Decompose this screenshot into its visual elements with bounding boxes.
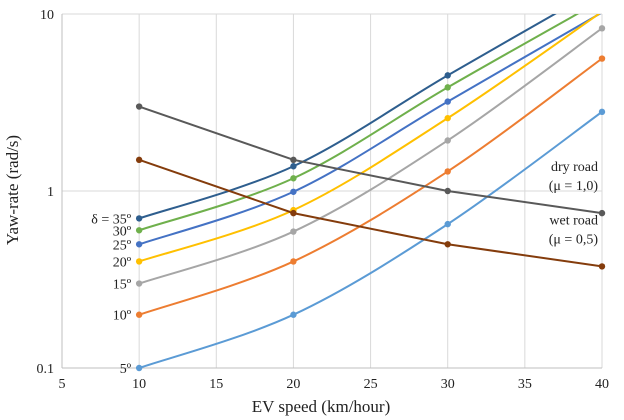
series-label: δ = 35º (91, 212, 131, 227)
axes (61, 14, 602, 369)
data-point (135, 215, 143, 222)
data-point (135, 103, 143, 110)
data-point (290, 258, 297, 265)
data-point (598, 108, 606, 116)
data-point (135, 156, 143, 164)
series-line (138, 14, 602, 246)
series-label: wet road (549, 213, 598, 228)
y-tick-label: 1 (47, 185, 54, 200)
y-axis-label: Yaw-rate (rad/s) (3, 135, 22, 245)
series-line (138, 57, 602, 316)
series-label: 20º (113, 255, 132, 270)
data-point (290, 311, 297, 318)
x-tick-label: 10 (132, 377, 146, 392)
x-tick-label: 5 (59, 377, 66, 392)
series-layer (138, 14, 602, 368)
series-line (138, 14, 580, 232)
series-line (138, 105, 602, 215)
data-point (135, 227, 143, 234)
data-point (290, 175, 297, 182)
data-point (444, 220, 451, 228)
series-label: 15º (113, 278, 132, 293)
data-point (135, 280, 143, 287)
data-point (444, 98, 451, 105)
x-tick-label: 40 (595, 377, 609, 392)
series-line (138, 14, 601, 263)
data-point (598, 263, 606, 270)
points-layer (135, 25, 606, 372)
series-line (138, 14, 557, 220)
data-point (135, 258, 143, 265)
data-point (290, 209, 297, 217)
data-point (444, 241, 451, 248)
data-point (598, 25, 606, 32)
x-axis-label: EV speed (km/hour) (252, 397, 391, 416)
data-point (444, 168, 451, 175)
data-point (444, 114, 451, 122)
data-point (290, 228, 297, 235)
series-line (138, 27, 602, 285)
series-label: dry road (551, 160, 598, 175)
x-tick-label: 25 (364, 377, 378, 392)
series-label: 10º (113, 309, 132, 324)
data-point (444, 187, 451, 195)
y-tick-label: 0.1 (37, 362, 55, 377)
data-point (290, 156, 297, 164)
series-line (138, 111, 602, 368)
data-point (290, 188, 297, 195)
x-tick-label: 15 (209, 377, 223, 392)
x-tick-label: 30 (441, 377, 455, 392)
data-point (135, 364, 143, 372)
series-line (138, 158, 602, 268)
data-point (444, 72, 451, 79)
data-point (444, 137, 451, 144)
data-point (598, 55, 606, 62)
x-tick-label: 35 (518, 377, 532, 392)
data-point (290, 163, 297, 170)
data-point (135, 241, 143, 248)
series-label: (μ = 1,0) (549, 179, 599, 194)
data-point (135, 311, 143, 318)
y-tick-label: 10 (40, 8, 54, 23)
series-label: 5º (120, 362, 132, 377)
data-point (598, 209, 606, 217)
x-tick-label: 20 (286, 377, 300, 392)
series-label: 25º (113, 238, 132, 253)
data-point (444, 84, 451, 91)
series-label: (μ = 0,5) (549, 232, 599, 247)
series-label: 30º (113, 224, 132, 239)
tick-labels: 5 10 15 20 25 30 35 40 0.1 1 10 (37, 8, 610, 392)
